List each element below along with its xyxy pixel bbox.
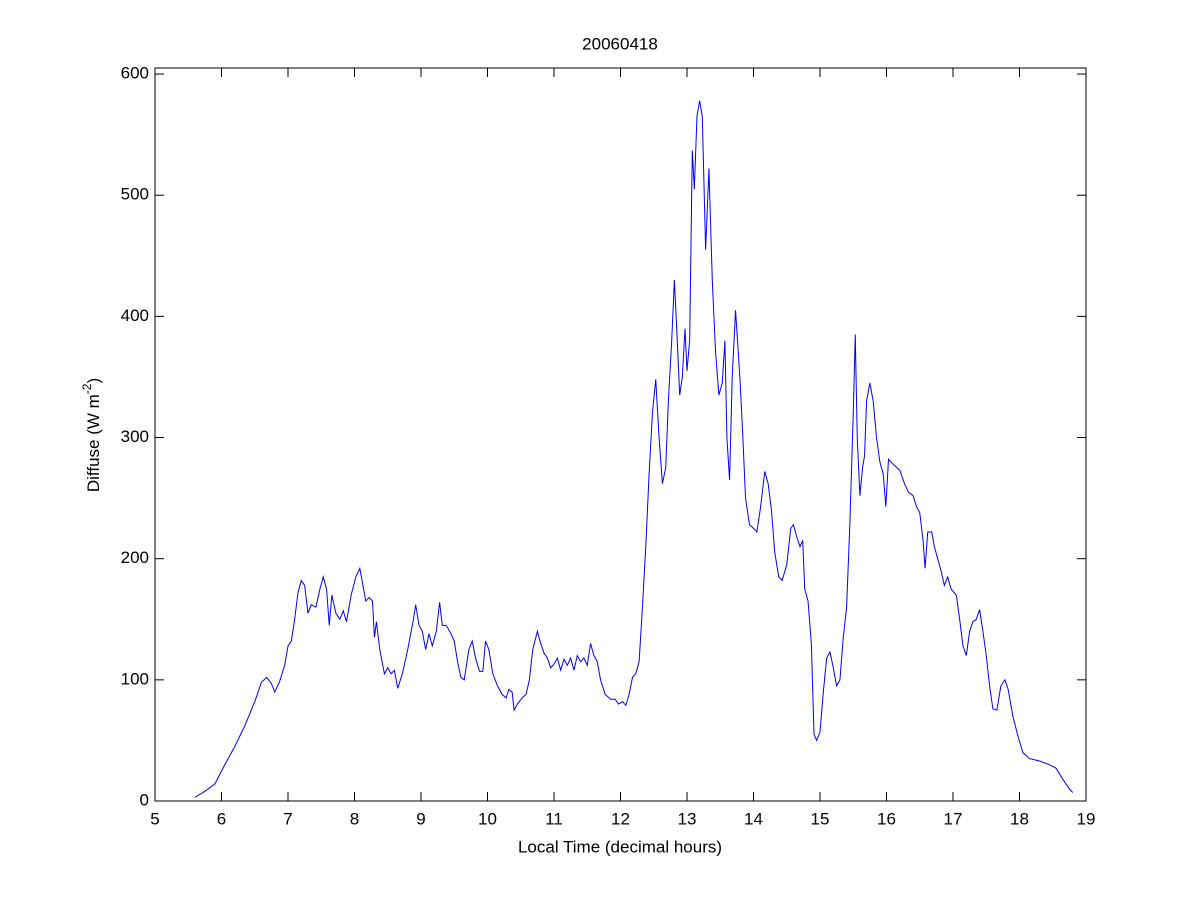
y-tick-label: 0	[140, 790, 149, 809]
x-tick-label: 9	[416, 809, 425, 828]
x-tick-label: 17	[944, 809, 963, 828]
y-axis-label: Diffuse (W m-2)	[80, 378, 103, 492]
y-tick-label: 500	[121, 185, 149, 204]
x-tick-label: 12	[611, 809, 630, 828]
x-tick-label: 19	[1077, 809, 1096, 828]
x-tick-label: 8	[350, 809, 359, 828]
y-tick-label: 400	[121, 306, 149, 325]
data-line	[194, 100, 1074, 798]
y-tick-label: 200	[121, 548, 149, 567]
y-axis-label-text: Diffuse (W m	[84, 394, 103, 492]
x-tick-label: 11	[545, 809, 563, 828]
y-tick-label: 100	[121, 669, 149, 688]
chart-title: 20060418	[582, 34, 658, 53]
x-tick-label: 10	[478, 809, 497, 828]
y-tick-label: 300	[121, 427, 149, 446]
x-tick-label: 7	[283, 809, 292, 828]
x-tick-label: 13	[678, 809, 697, 828]
x-tick-label: 6	[217, 809, 226, 828]
x-axis-label: Local Time (decimal hours)	[518, 837, 722, 856]
y-axis-label-suffix: )	[84, 378, 103, 384]
x-tick-label: 16	[877, 809, 896, 828]
x-tick-label: 15	[811, 809, 830, 828]
x-tick-label: 18	[1010, 809, 1029, 828]
y-axis-label-superscript: -2	[80, 383, 94, 394]
x-tick-label: 5	[150, 809, 159, 828]
x-tick-label: 14	[744, 809, 763, 828]
y-tick-label: 600	[121, 64, 149, 83]
